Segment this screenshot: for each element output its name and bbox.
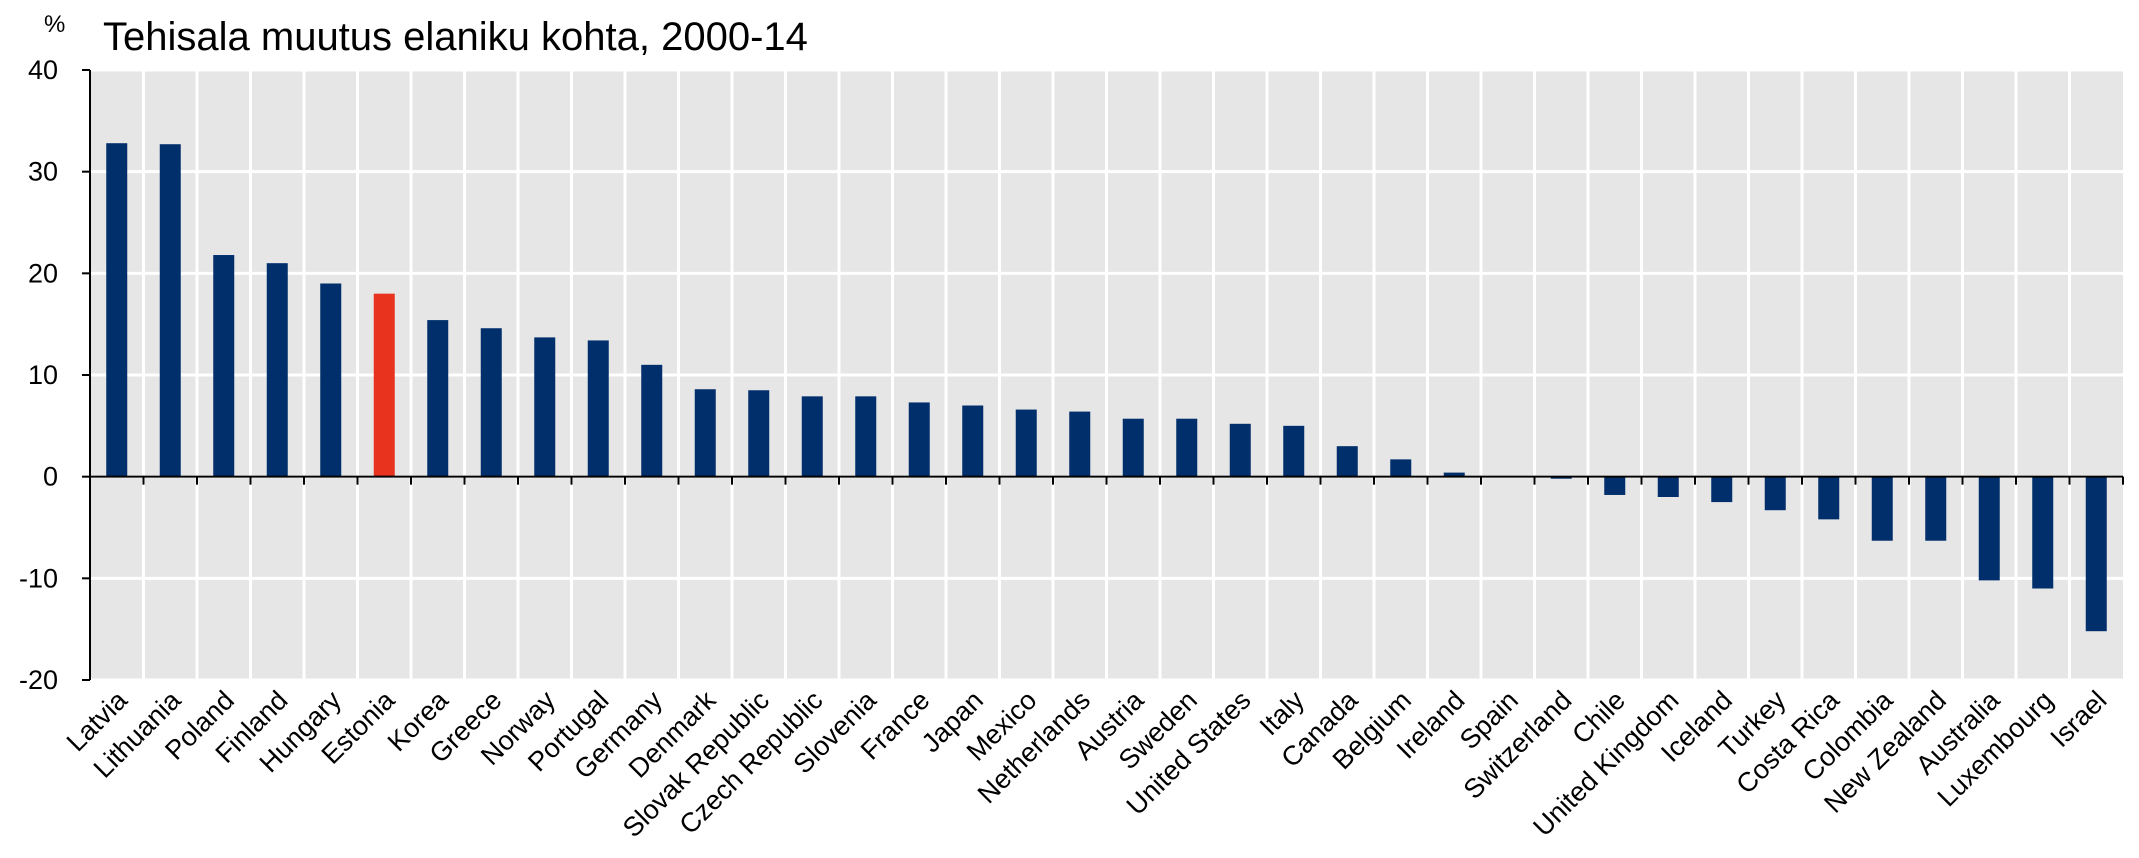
bar-france <box>908 402 930 477</box>
bar-costa-rica <box>1818 476 1840 520</box>
bar-austria <box>1122 418 1144 477</box>
y-tick-label: 0 <box>43 462 58 492</box>
bar-germany <box>641 364 663 477</box>
bar-slovenia <box>855 396 877 477</box>
bar-hungary <box>320 283 342 477</box>
bar-ireland <box>1443 472 1465 477</box>
bars <box>106 143 2107 632</box>
bar-united-kingdom <box>1657 476 1679 497</box>
y-tick-labels: 40 30 20 10 0 -10 -20 <box>19 55 58 695</box>
bar-slovak-republic <box>748 390 770 477</box>
bar-portugal <box>587 340 609 477</box>
bar-israel <box>2085 476 2107 632</box>
bar-chile <box>1604 476 1626 495</box>
chart-title: Tehisala muutus elaniku kohta, 2000-14 <box>103 15 808 59</box>
bar-iceland <box>1711 476 1733 503</box>
bar-estonia <box>373 293 395 477</box>
bar-czech-republic <box>801 396 823 477</box>
axes <box>82 69 2124 681</box>
bar-luxembourg <box>2032 476 2054 589</box>
bar-finland <box>266 263 288 477</box>
bar-switzerland <box>1550 476 1572 479</box>
bar-japan <box>962 405 984 477</box>
bar-latvia <box>106 143 128 477</box>
bar-mexico <box>1015 409 1037 477</box>
y-tick-label: -20 <box>19 665 58 695</box>
y-tick-label: -10 <box>19 563 58 593</box>
bar-australia <box>1978 476 2000 581</box>
x-tick-label: Israel <box>2045 685 2113 753</box>
bar-new-zealand <box>1925 476 1947 541</box>
bar-italy <box>1283 425 1305 477</box>
bar-sweden <box>1176 418 1198 477</box>
bar-turkey <box>1764 476 1786 511</box>
bar-canada <box>1336 446 1358 477</box>
bar-greece <box>480 328 502 477</box>
bar-denmark <box>694 389 716 477</box>
y-tick-label: 40 <box>28 55 58 85</box>
bar-poland <box>213 255 235 477</box>
bar-colombia <box>1871 476 1893 541</box>
bar-korea <box>427 320 449 477</box>
y-unit-label: % <box>44 11 65 38</box>
bar-belgium <box>1390 459 1412 477</box>
bar-norway <box>534 337 556 477</box>
gridlines <box>90 68 2123 682</box>
y-tick-label: 10 <box>28 360 58 390</box>
y-tick-label: 30 <box>28 157 58 187</box>
bar-lithuania <box>159 144 181 477</box>
bar-netherlands <box>1069 411 1091 477</box>
y-tick-label: 20 <box>28 258 58 288</box>
bar-united-states <box>1229 423 1251 477</box>
x-tick-labels: LatviaLithuaniaPolandFinlandHungaryEston… <box>61 684 2113 843</box>
